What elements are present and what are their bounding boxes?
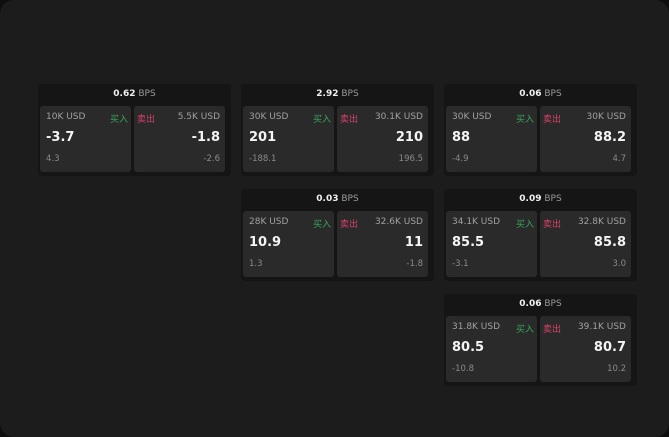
sell-label: 卖出: [137, 115, 156, 125]
sell-button[interactable]: 32.6K USD 卖出 11 -1.8: [337, 211, 428, 277]
buy-price: 85.5: [452, 235, 485, 250]
spread-value: 0.06: [519, 89, 542, 99]
sell-button[interactable]: 5.5K USD 卖出 -1.8 -2.6: [134, 106, 225, 172]
quote-widget: 0.09 BPS 34.1K USD 买入 85.5 -3.1 32.8K USD 卖出 85…: [444, 189, 637, 281]
spread-unit: BPS: [544, 194, 562, 204]
spread-header: 0.03 BPS: [241, 189, 434, 210]
quote-widget: 0.06 BPS 30K USD 买入 88 -4.9 30K USD 卖出 88.2 4.7: [444, 84, 637, 176]
buy-label: 买入: [515, 115, 534, 125]
spread-value: 0.09: [519, 194, 542, 204]
buy-quantity: 30K USD: [452, 112, 492, 122]
buy-price: -3.7: [46, 130, 75, 145]
spread-header: 0.62 BPS: [38, 84, 231, 105]
sell-quantity: 30.1K USD: [374, 112, 423, 122]
quote-widget: 0.03 BPS 28K USD 买入 10.9 1.3 32.6K USD 卖出 11 -1.…: [241, 189, 434, 281]
buy-change: -4.9: [452, 154, 469, 164]
sell-quantity: 39.1K USD: [577, 322, 626, 332]
sell-price: 85.8: [593, 235, 626, 250]
buy-change: -188.1: [249, 154, 277, 164]
buy-change: 1.3: [249, 259, 263, 269]
sell-button[interactable]: 30K USD 卖出 88.2 4.7: [540, 106, 631, 172]
buy-quantity: 30K USD: [249, 112, 289, 122]
buy-label: 买入: [109, 115, 128, 125]
buy-button[interactable]: 10K USD 买入 -3.7 4.3: [40, 106, 131, 172]
sell-price: -1.8: [191, 130, 220, 145]
sell-change: 196.5: [398, 154, 423, 164]
buy-price: 201: [249, 130, 277, 145]
sell-change: -2.6: [203, 154, 220, 164]
sell-quantity: 32.6K USD: [374, 217, 423, 227]
sell-quantity: 5.5K USD: [177, 112, 220, 122]
buy-label: 买入: [312, 220, 331, 230]
sell-quantity: 32.8K USD: [577, 217, 626, 227]
sell-change: -1.8: [406, 259, 423, 269]
quote-widget: 0.62 BPS 10K USD 买入 -3.7 4.3 5.5K USD 卖出 -1.8 -2…: [38, 84, 231, 176]
spread-unit: BPS: [544, 89, 562, 99]
buy-change: 4.3: [46, 154, 60, 164]
buy-label: 买入: [515, 325, 534, 335]
buy-label: 买入: [312, 115, 331, 125]
sell-price: 88.2: [593, 130, 626, 145]
sell-change: 4.7: [612, 154, 626, 164]
spread-unit: BPS: [138, 89, 156, 99]
buy-price: 88: [452, 130, 471, 145]
quote-widget: 2.92 BPS 30K USD 买入 201 -188.1 30.1K USD 卖出 210…: [241, 84, 434, 176]
spread-value: 0.62: [113, 89, 136, 99]
spread-value: 0.06: [519, 299, 542, 309]
buy-button[interactable]: 30K USD 买入 88 -4.9: [446, 106, 537, 172]
sell-label: 卖出: [340, 115, 359, 125]
buy-button[interactable]: 30K USD 买入 201 -188.1: [243, 106, 334, 172]
buy-button[interactable]: 34.1K USD 买入 85.5 -3.1: [446, 211, 537, 277]
spread-value: 2.92: [316, 89, 339, 99]
sell-label: 卖出: [543, 220, 562, 230]
sell-button[interactable]: 39.1K USD 卖出 80.7 10.2: [540, 316, 631, 382]
spread-header: 0.06 BPS: [444, 294, 637, 315]
sell-price: 80.7: [593, 340, 626, 355]
sell-label: 卖出: [543, 325, 562, 335]
buy-change: -10.8: [452, 364, 474, 374]
buy-quantity: 34.1K USD: [452, 217, 501, 227]
spread-unit: BPS: [341, 194, 359, 204]
spread-header: 2.92 BPS: [241, 84, 434, 105]
spread-unit: BPS: [544, 299, 562, 309]
sell-price: 11: [404, 235, 423, 250]
buy-quantity: 31.8K USD: [452, 322, 501, 332]
sell-price: 210: [395, 130, 423, 145]
quote-widget: 0.06 BPS 31.8K USD 买入 80.5 -10.8 39.1K USD 卖出 8…: [444, 294, 637, 386]
buy-quantity: 28K USD: [249, 217, 289, 227]
sell-label: 卖出: [543, 115, 562, 125]
buy-price: 10.9: [249, 235, 282, 250]
buy-button[interactable]: 28K USD 买入 10.9 1.3: [243, 211, 334, 277]
spread-header: 0.09 BPS: [444, 189, 637, 210]
spread-unit: BPS: [341, 89, 359, 99]
spread-value: 0.03: [316, 194, 339, 204]
sell-change: 10.2: [607, 364, 626, 374]
buy-quantity: 10K USD: [46, 112, 86, 122]
buy-change: -3.1: [452, 259, 469, 269]
sell-button[interactable]: 30.1K USD 卖出 210 196.5: [337, 106, 428, 172]
buy-button[interactable]: 31.8K USD 买入 80.5 -10.8: [446, 316, 537, 382]
spread-header: 0.06 BPS: [444, 84, 637, 105]
buy-label: 买入: [515, 220, 534, 230]
sell-button[interactable]: 32.8K USD 卖出 85.8 3.0: [540, 211, 631, 277]
sell-quantity: 30K USD: [586, 112, 626, 122]
buy-price: 80.5: [452, 340, 485, 355]
sell-change: 3.0: [612, 259, 626, 269]
sell-label: 卖出: [340, 220, 359, 230]
